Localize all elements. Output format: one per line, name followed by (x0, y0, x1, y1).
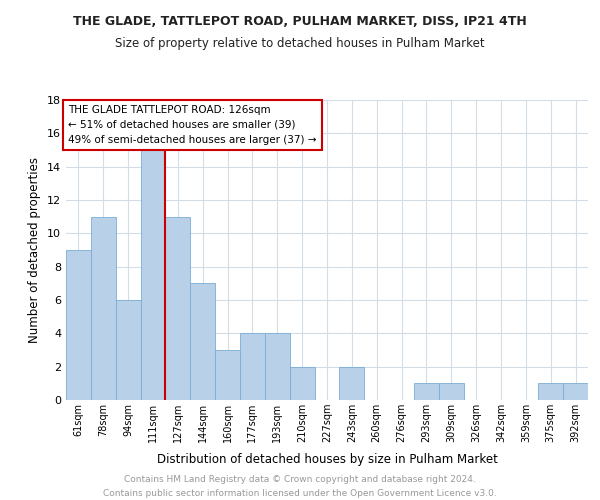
Text: Contains HM Land Registry data © Crown copyright and database right 2024.
Contai: Contains HM Land Registry data © Crown c… (103, 476, 497, 498)
Bar (240, 334, 265, 400)
Bar (538, 384, 563, 400)
Bar (66, 250, 91, 400)
Bar (563, 384, 588, 400)
Bar (414, 384, 439, 400)
Y-axis label: Number of detached properties: Number of detached properties (28, 157, 41, 343)
Text: THE GLADE, TATTLEPOT ROAD, PULHAM MARKET, DISS, IP21 4TH: THE GLADE, TATTLEPOT ROAD, PULHAM MARKET… (73, 15, 527, 28)
Bar (166, 216, 190, 400)
Bar (290, 366, 314, 400)
Bar (215, 350, 240, 400)
Bar (265, 334, 290, 400)
Bar (140, 150, 166, 400)
Bar (91, 216, 116, 400)
Bar (439, 384, 464, 400)
Bar (190, 284, 215, 400)
Text: THE GLADE TATTLEPOT ROAD: 126sqm
← 51% of detached houses are smaller (39)
49% o: THE GLADE TATTLEPOT ROAD: 126sqm ← 51% o… (68, 105, 317, 144)
Text: Size of property relative to detached houses in Pulham Market: Size of property relative to detached ho… (115, 38, 485, 51)
Bar (340, 366, 364, 400)
X-axis label: Distribution of detached houses by size in Pulham Market: Distribution of detached houses by size … (157, 454, 497, 466)
Bar (116, 300, 140, 400)
